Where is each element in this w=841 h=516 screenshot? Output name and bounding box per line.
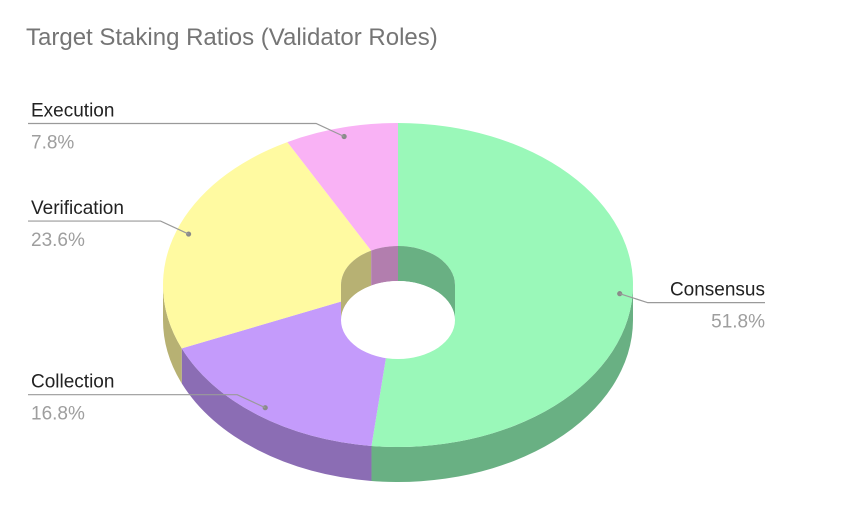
leader-line-execution	[28, 122, 345, 138]
leader-line-consensus	[619, 293, 765, 304]
donut-hole-opening	[341, 281, 455, 359]
slice-value-consensus: 51.8%	[711, 312, 765, 333]
donut-hole	[341, 246, 455, 359]
slice-inner-wall-execution	[371, 246, 398, 286]
slice-side-verification	[163, 285, 182, 384]
slice-label-execution: Execution	[31, 100, 114, 121]
slice-value-execution: 7.8%	[31, 132, 74, 153]
slice-verification	[163, 142, 372, 349]
leader-line-collection	[28, 394, 266, 409]
leader-line-verification	[28, 220, 189, 235]
slice-inner-wall-consensus	[398, 246, 455, 320]
slice-consensus	[371, 123, 633, 447]
slice-labels: Consensus 51.8% Collection 16.8% Verificatio…	[28, 100, 765, 425]
slice-label-consensus: Consensus	[670, 280, 765, 301]
slice-label-collection: Collection	[31, 372, 114, 393]
donut-tops	[163, 123, 633, 447]
chart-title: Target Staking Ratios (Validator Roles)	[26, 24, 438, 51]
slice-inner-wall-verification	[341, 250, 372, 320]
slice-side-collection	[181, 348, 372, 481]
slice-value-verification: 23.6%	[31, 230, 85, 251]
slice-value-collection: 16.8%	[31, 404, 85, 425]
slice-label-verification: Verification	[31, 198, 124, 219]
slice-execution	[287, 123, 398, 251]
slice-collection	[181, 300, 392, 446]
slice-side-consensus	[371, 285, 633, 482]
donut-sides	[163, 285, 633, 482]
